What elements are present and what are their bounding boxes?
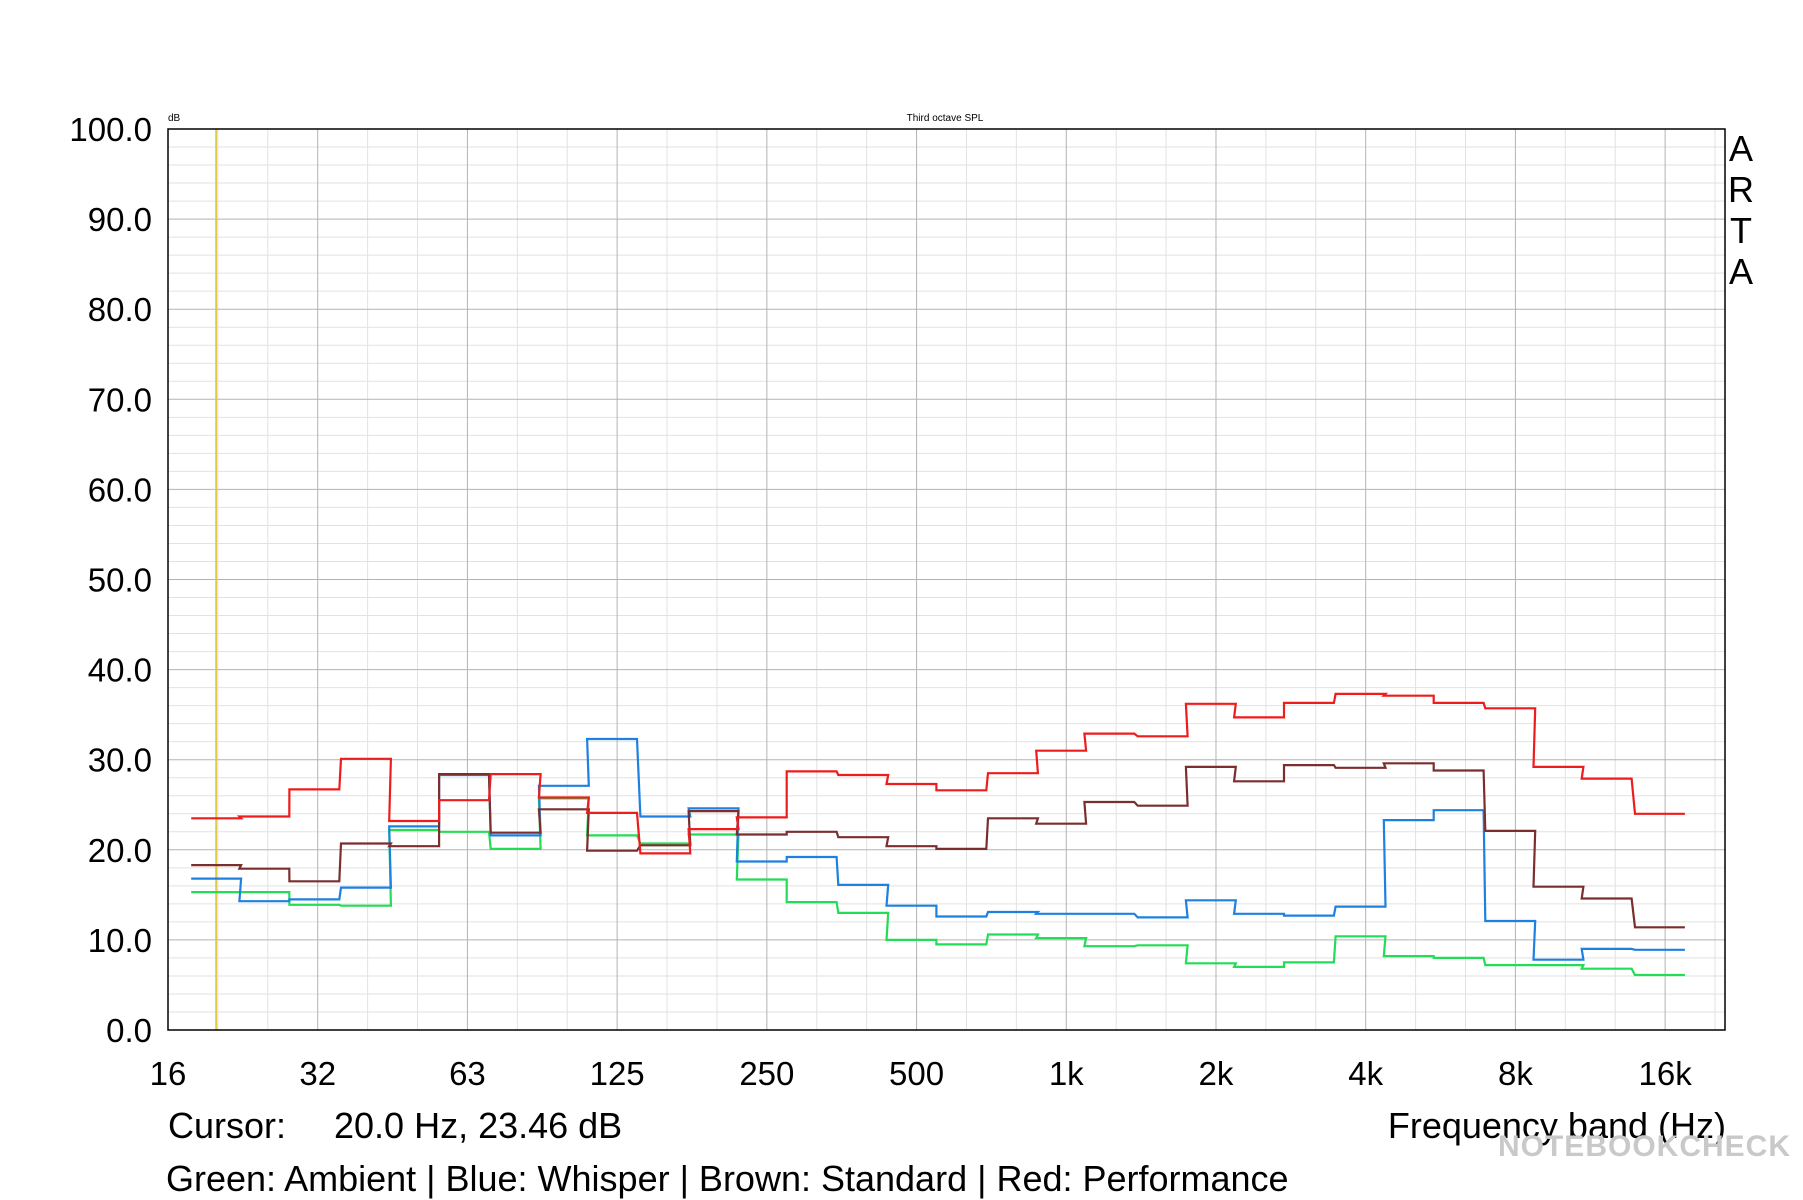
- x-tick-label: 8k: [1498, 1055, 1533, 1092]
- arta-brand: A R T A: [1728, 128, 1754, 292]
- minor-gridlines: [168, 129, 1725, 1030]
- arta-letter-2: R: [1728, 169, 1754, 210]
- y-tick-label: 0.0: [106, 1012, 152, 1049]
- x-tick-label: 500: [889, 1055, 944, 1092]
- y-tick-label: 80.0: [88, 291, 152, 328]
- y-unit-label: dB: [168, 113, 181, 124]
- y-tick-label: 60.0: [88, 471, 152, 508]
- y-tick-label: 10.0: [88, 922, 152, 959]
- arta-letter-1: A: [1729, 128, 1753, 169]
- y-tick-label: 20.0: [88, 832, 152, 869]
- x-tick-label: 16: [150, 1055, 187, 1092]
- cursor-value: 20.0 Hz, 23.46 dB: [334, 1105, 623, 1146]
- series-line-performance: [191, 692, 1685, 855]
- cursor-label: Cursor:: [168, 1105, 287, 1146]
- y-tick-label: 50.0: [88, 562, 152, 599]
- legend-text: Green: Ambient | Blue: Whisper | Brown: …: [166, 1158, 1289, 1199]
- x-axis-label: Frequency band (Hz): [1387, 1105, 1726, 1146]
- chart-title: Third octave SPL: [907, 113, 984, 124]
- y-tick-label: 30.0: [88, 742, 152, 779]
- x-tick-label: 63: [449, 1055, 486, 1092]
- major-gridlines: [168, 129, 1725, 1030]
- x-tick-label: 16k: [1639, 1055, 1693, 1092]
- series-line-standard: [191, 762, 1685, 929]
- arta-letter-3: T: [1730, 210, 1752, 251]
- arta-letter-4: A: [1729, 251, 1753, 292]
- y-tick-label: 40.0: [88, 652, 152, 689]
- x-tick-label: 2k: [1199, 1055, 1234, 1092]
- x-tick-label: 1k: [1049, 1055, 1084, 1092]
- x-tick-labels: 16 32 63 125 250 500 1k 2k 4k 8k 16k: [150, 1055, 1693, 1092]
- y-tick-label: 90.0: [88, 201, 152, 238]
- series-lines: [191, 692, 1685, 977]
- x-tick-label: 250: [739, 1055, 794, 1092]
- y-tick-labels: 0.0 10.0 20.0 30.0 40.0 50.0 60.0 70.0 80.0 90.0 1…: [69, 111, 152, 1049]
- x-tick-label: 32: [299, 1055, 336, 1092]
- series-line-ambient: [191, 797, 1685, 977]
- y-tick-label: 100.0: [69, 111, 152, 148]
- y-tick-label: 70.0: [88, 381, 152, 418]
- x-tick-label: 4k: [1348, 1055, 1383, 1092]
- notebookcheck-watermark: NOTEBOOKCHECK: [1497, 1130, 1791, 1163]
- plot-frame: [167, 128, 1726, 1031]
- x-tick-label: 125: [590, 1055, 645, 1092]
